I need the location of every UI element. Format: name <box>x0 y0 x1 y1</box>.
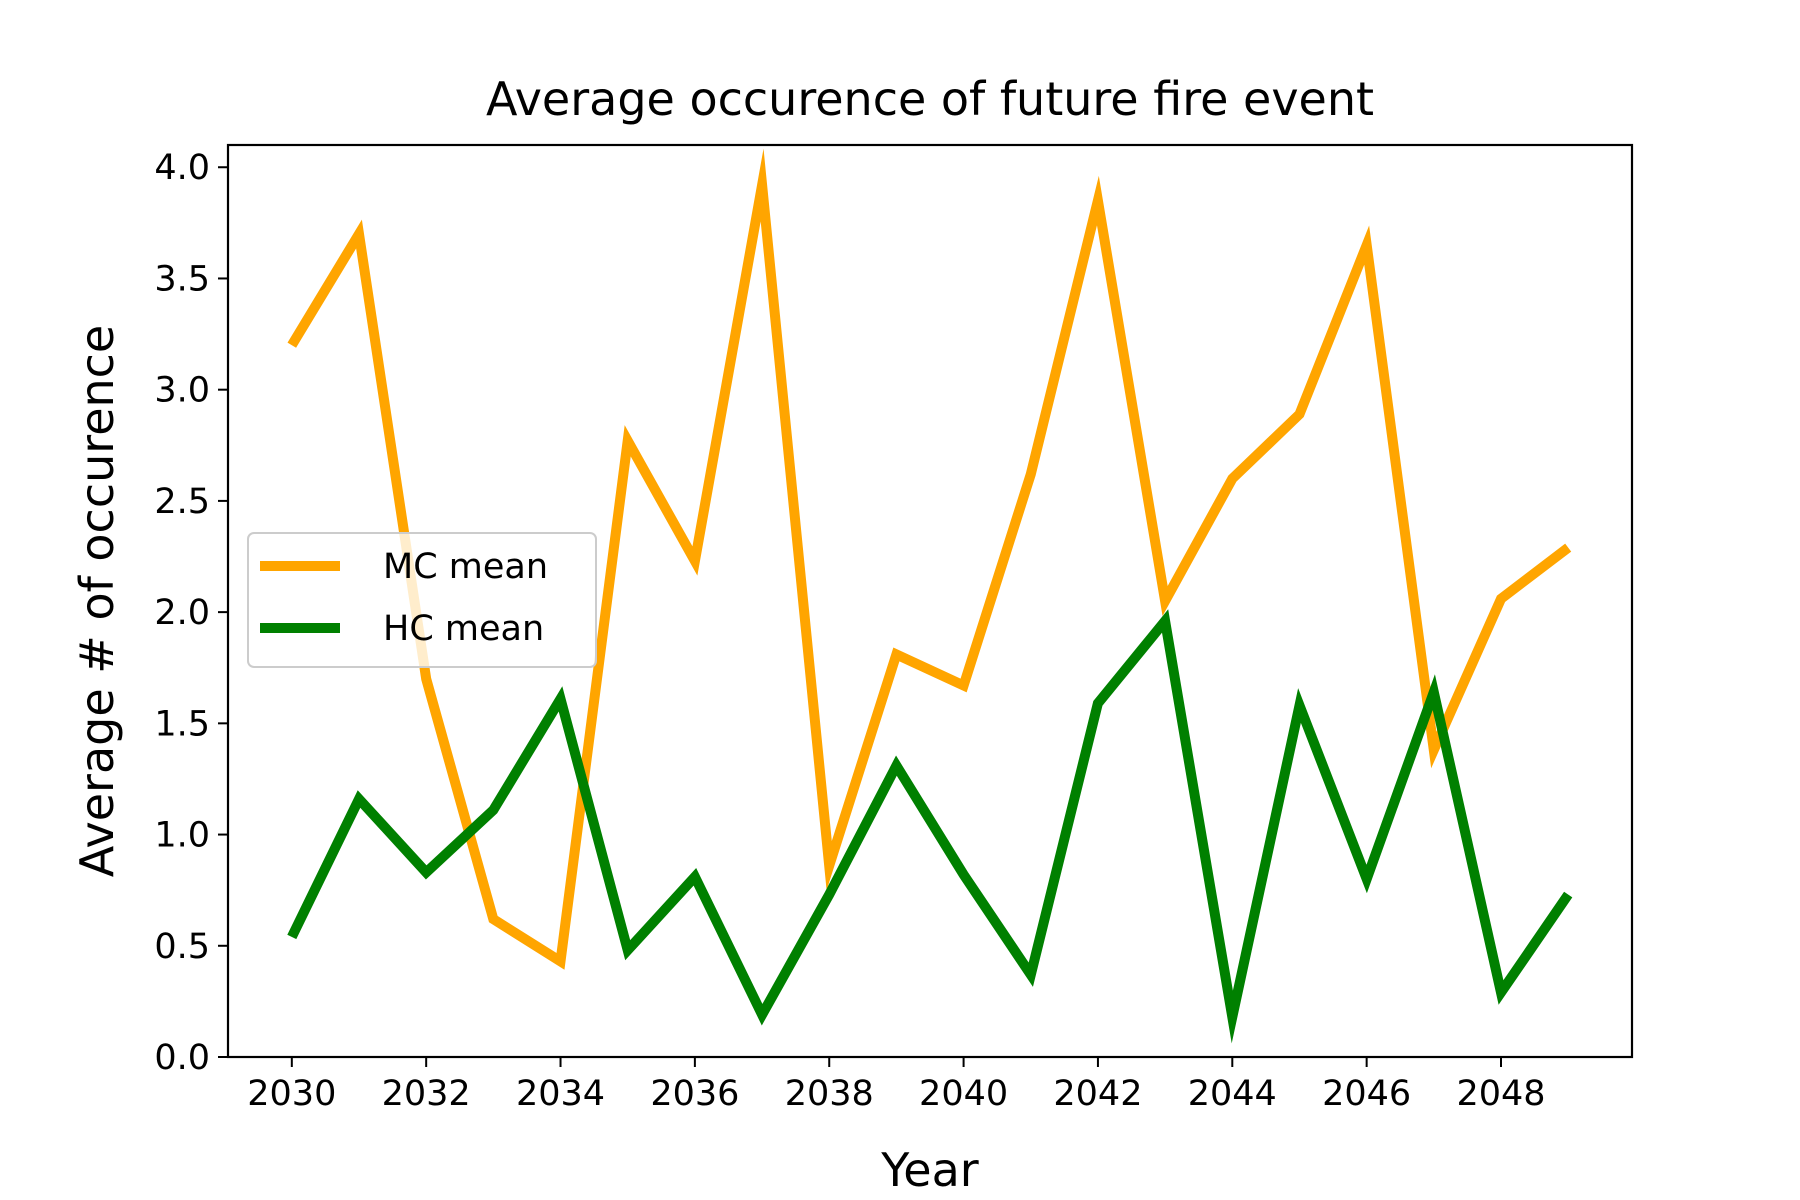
x-tick-label: 2046 <box>1322 1074 1411 1114</box>
y-tick-label: 0.0 <box>154 1038 210 1078</box>
x-tick-label: 2032 <box>382 1074 471 1114</box>
y-tick-label: 0.5 <box>154 927 210 967</box>
x-tick-label: 2044 <box>1188 1074 1277 1114</box>
y-tick-label: 3.0 <box>154 371 210 411</box>
legend-label: MC mean <box>383 547 548 587</box>
x-tick-label: 2030 <box>247 1074 336 1114</box>
chart-title: Average occurence of future fire event <box>486 72 1374 126</box>
x-axis-label: Year <box>880 1143 978 1197</box>
x-tick-label: 2036 <box>650 1074 739 1114</box>
y-tick-label: 2.5 <box>154 482 210 522</box>
y-tick-label: 3.5 <box>154 259 210 299</box>
y-tick-label: 2.0 <box>154 593 210 633</box>
y-tick-label: 1.5 <box>154 704 210 744</box>
x-tick-label: 2048 <box>1456 1074 1545 1114</box>
y-tick-label: 1.0 <box>154 816 210 856</box>
x-tick-label: 2040 <box>919 1074 1008 1114</box>
axes: 2030 2032 2034 2036 2038 2040 2042 2044 2046 2048… <box>154 143 1634 1114</box>
y-tick-label: 4.0 <box>154 148 210 188</box>
plot-frame <box>226 143 1634 1059</box>
x-tick-label: 2034 <box>516 1074 605 1114</box>
series-line-hc-mean <box>287 609 1573 1044</box>
series-line-mc-mean <box>287 148 1572 970</box>
legend: MC mean HC mean <box>247 532 597 668</box>
x-tick-label: 2042 <box>1053 1074 1142 1114</box>
series-lines <box>287 148 1573 1044</box>
x-tick-label: 2038 <box>785 1074 874 1114</box>
legend-label: HC mean <box>383 609 544 649</box>
y-axis-label: Average # of occurence <box>70 325 124 877</box>
